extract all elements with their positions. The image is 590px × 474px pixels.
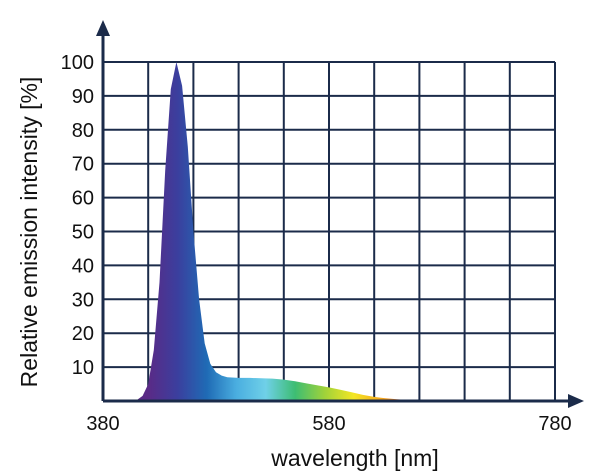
axes: [96, 20, 584, 408]
y-tick-label: 70: [72, 154, 94, 176]
y-tick-label: 40: [72, 255, 94, 277]
y-tick-label: 10: [72, 357, 94, 379]
y-tick-label: 60: [72, 188, 94, 210]
x-axis-title: wavelength [nm]: [270, 445, 438, 471]
x-tick-label: 380: [86, 413, 119, 435]
emission-spectrum-area: [103, 62, 555, 401]
y-tick-label: 20: [72, 323, 94, 345]
y-tick-label: 80: [72, 120, 94, 142]
y-axis-title: Relative emission intensity [%]: [16, 77, 42, 388]
x-tick-label: 580: [312, 413, 345, 435]
x-axis-arrow: [568, 394, 584, 408]
y-tick-label: 50: [72, 222, 94, 244]
y-axis-arrow: [96, 20, 110, 36]
y-tick-label: 90: [72, 86, 94, 108]
tick-labels: 10 20 30 40 50 60 70 80 90 100 380 580 780: [61, 52, 572, 435]
data-area-layer: [103, 62, 555, 401]
y-tick-label: 30: [72, 289, 94, 311]
x-tick-label: 780: [538, 413, 571, 435]
y-tick-label: 100: [61, 52, 94, 74]
